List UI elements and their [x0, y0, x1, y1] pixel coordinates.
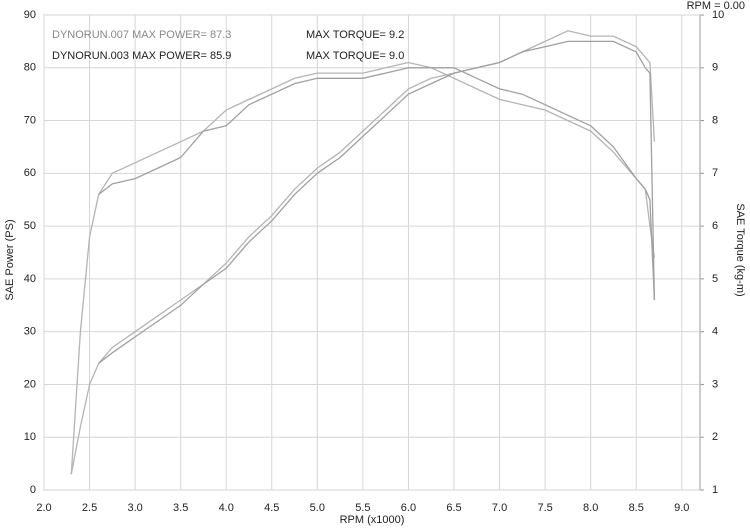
annotation: MAX TORQUE= 9.2	[306, 29, 404, 41]
x-axis-label: RPM (x1000)	[340, 514, 405, 526]
y2-axis-label: SAE Torque (kg-m)	[734, 203, 746, 296]
y-tick-label: 20	[24, 378, 36, 390]
data-line	[70, 61, 656, 475]
x-tick-label: 7.0	[492, 502, 507, 514]
x-tick-label: 9.0	[674, 502, 689, 514]
y-tick-label: 10	[24, 431, 36, 443]
y-tick-label: 90	[24, 9, 36, 21]
x-tick-label: 7.5	[537, 502, 552, 514]
y2-tick-label: 4	[712, 326, 718, 338]
x-tick-label: 3.5	[173, 502, 188, 514]
data-line	[98, 40, 656, 364]
y-axis-label: SAE Power (PS)	[4, 219, 16, 300]
annotation: MAX TORQUE= 9.0	[306, 50, 404, 62]
x-tick-label: 3.0	[127, 502, 142, 514]
y-tick-label: 30	[24, 326, 36, 338]
x-tick-label: 8.5	[629, 502, 644, 514]
x-tick-label: 5.0	[310, 502, 325, 514]
y2-tick-label: 1	[712, 484, 718, 496]
y2-tick-label: 5	[712, 273, 718, 285]
y2-tick-label: 2	[712, 431, 718, 443]
y2-tick-label: 9	[712, 62, 718, 74]
data-line	[98, 67, 656, 301]
y2-tick-label: 7	[712, 167, 718, 179]
y2-tick-label: 3	[712, 378, 718, 390]
x-tick-label: 8.0	[583, 502, 598, 514]
x-tick-label: 2.5	[82, 502, 97, 514]
annotation: DYNORUN.003 MAX POWER= 85.9	[52, 50, 231, 62]
plot-area	[43, 14, 701, 491]
x-tick-label: 6.5	[446, 502, 461, 514]
annotation: DYNORUN.007 MAX POWER= 87.3	[52, 29, 231, 41]
data-line	[70, 30, 656, 475]
x-tick-label: 5.5	[355, 502, 370, 514]
y-tick-label: 70	[24, 114, 36, 126]
y-tick-label: 50	[24, 220, 36, 232]
y-tick-label: 60	[24, 167, 36, 179]
x-tick-label: 2.0	[36, 502, 51, 514]
y-tick-label: 0	[30, 484, 36, 496]
y2-tick-label: 8	[712, 114, 718, 126]
y-tick-label: 80	[24, 62, 36, 74]
x-tick-label: 6.0	[401, 502, 416, 514]
y2-tick-label: 6	[712, 220, 718, 232]
y2-tick-label: 10	[712, 9, 724, 21]
x-tick-label: 4.5	[264, 502, 279, 514]
status-readout: RPM = 0.00	[687, 0, 745, 12]
y-tick-label: 40	[24, 273, 36, 285]
x-tick-label: 4.0	[219, 502, 234, 514]
